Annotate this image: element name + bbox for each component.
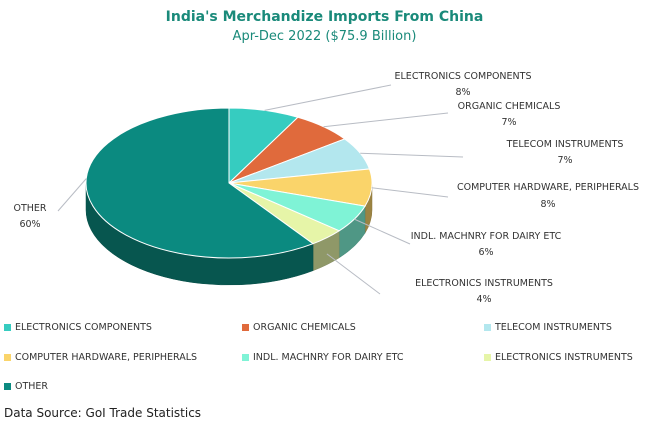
legend-swatch-1 [242,324,249,331]
slice-value-label-4: 6% [478,247,493,258]
slice-value-label-6: 60% [19,219,40,230]
pie-tops [85,107,373,259]
legend-label-2: TELECOM INSTRUMENTS [495,322,612,333]
slice-label-6: OTHER [13,203,46,214]
slice-label-5: ELECTRONICS INSTRUMENTS [415,278,553,289]
legend-item-5: ELECTRONICS INSTRUMENTS [484,352,633,363]
pie-slice-6 [85,107,315,259]
slice-label-4: INDL. MACHNRY FOR DAIRY ETC [411,231,562,242]
legend: ELECTRONICS COMPONENTS ORGANIC CHEMICALS T… [0,314,649,404]
legend-label-3: COMPUTER HARDWARE, PERIPHERALS [15,352,198,363]
legend-label-1: ORGANIC CHEMICALS [253,322,356,333]
legend-swatch-3 [4,354,11,361]
legend-item-6: OTHER [4,381,48,392]
leader-line-3 [371,187,449,198]
legend-item-4: INDL. MACHNRY FOR DAIRY ETC [242,352,404,363]
slice-label-3: COMPUTER HARDWARE, PERIPHERALS [457,182,639,193]
legend-label-0: ELECTRONICS COMPONENTS [15,322,152,333]
legend-swatch-0 [4,324,11,331]
legend-label-6: OTHER [15,381,49,392]
slice-labels: ELECTRONICS COMPONENTS 8% ORGANIC CHEMICAL… [13,71,639,305]
slice-label-0: ELECTRONICS COMPONENTS [395,71,532,82]
leader-line-6 [57,178,87,212]
leader-line-1 [323,112,449,128]
leader-lines [57,84,464,295]
legend-item-3: COMPUTER HARDWARE, PERIPHERALS [4,352,197,363]
data-source: Data Source: GoI Trade Statistics [4,406,202,420]
slice-value-label-2: 7% [557,155,572,166]
legend-item-1: ORGANIC CHEMICALS [242,322,356,333]
slice-label-2: TELECOM INSTRUMENTS [506,139,624,150]
chart-title: India's Merchandize Imports From China [165,9,484,25]
legend-swatch-4 [242,354,249,361]
legend-swatch-2 [484,324,491,331]
pie-chart: ELECTRONICS COMPONENTS 8% ORGANIC CHEMICAL… [13,71,639,305]
leader-line-5 [326,253,381,295]
legend-item-0: ELECTRONICS COMPONENTS [4,322,152,333]
slice-value-label-0: 8% [455,87,470,98]
slice-value-label-1: 7% [501,117,516,128]
leader-line-4 [354,218,411,245]
slice-value-label-3: 8% [540,199,555,210]
leader-line-0 [264,84,392,111]
legend-item-2: TELECOM INSTRUMENTS [484,322,612,333]
slice-label-1: ORGANIC CHEMICALS [458,101,561,112]
legend-label-4: INDL. MACHNRY FOR DAIRY ETC [253,352,404,363]
slice-value-label-5: 4% [476,294,491,305]
legend-swatch-5 [484,354,491,361]
legend-swatch-6 [4,383,11,390]
legend-label-5: ELECTRONICS INSTRUMENTS [495,352,633,363]
pie-sides [85,182,373,286]
leader-line-2 [360,152,464,158]
chart-subtitle: Apr-Dec 2022 ($75.9 Billion) [232,29,417,44]
